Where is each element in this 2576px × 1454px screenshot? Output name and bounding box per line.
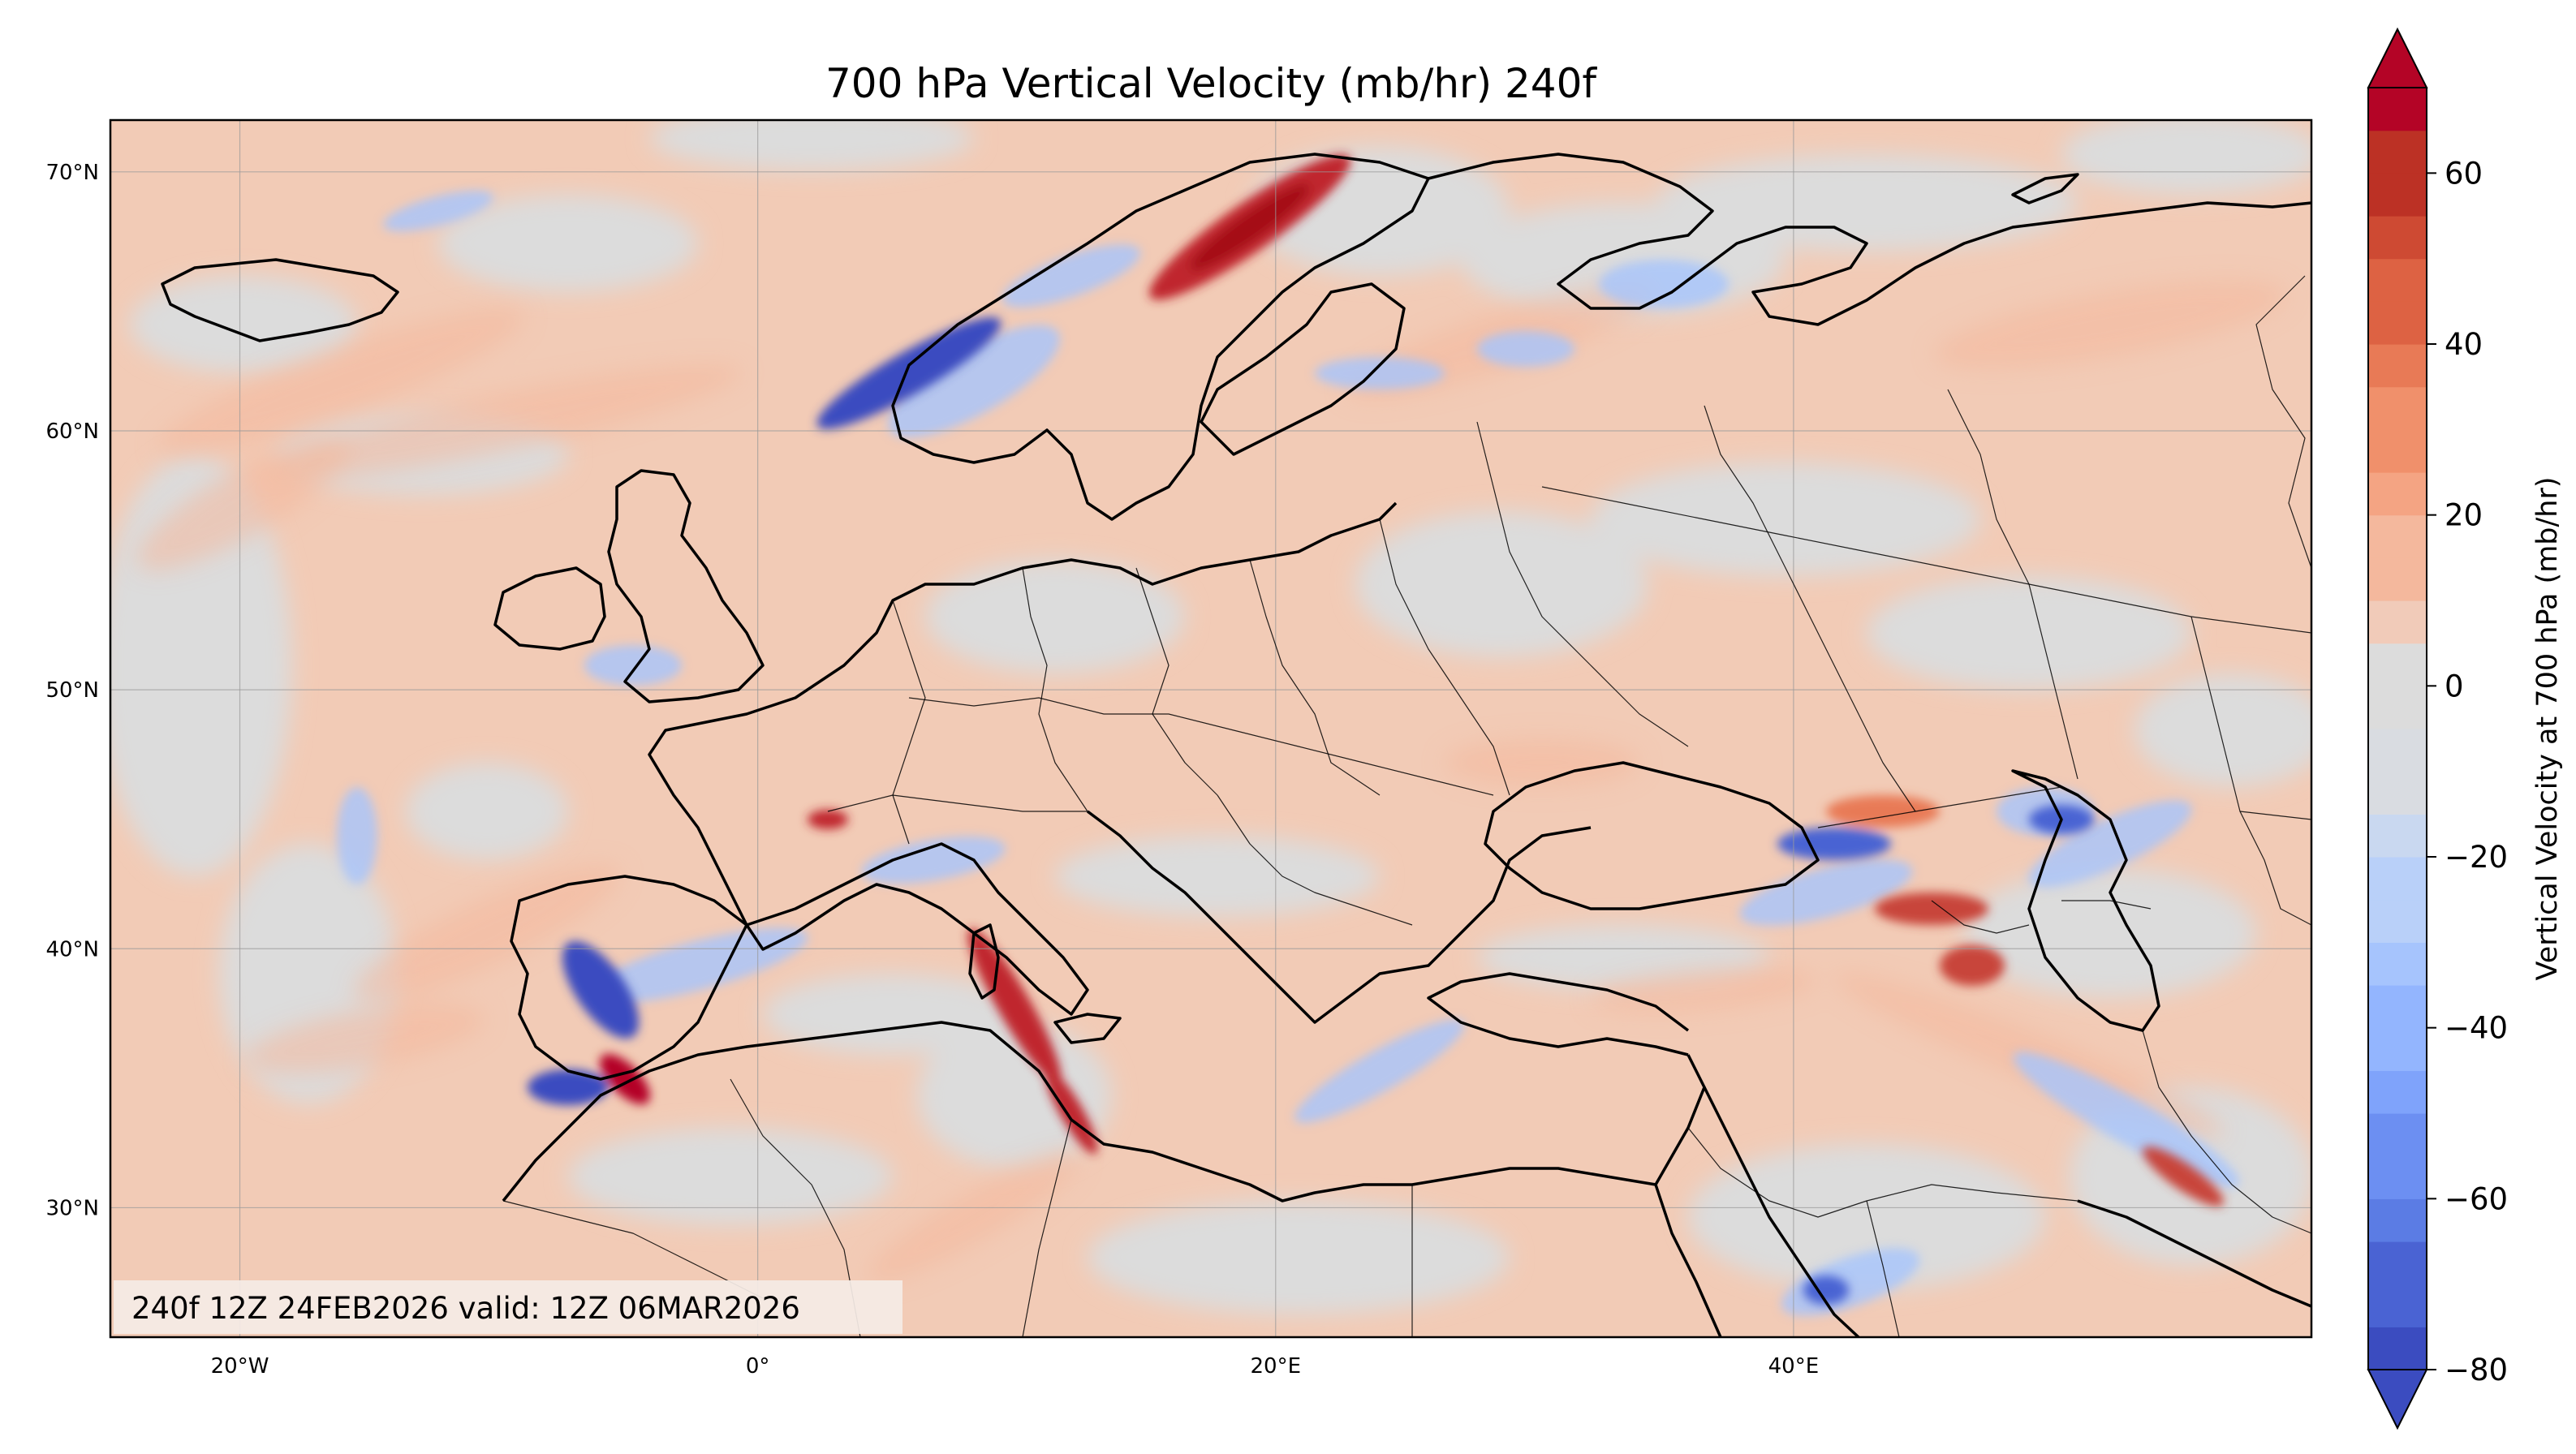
coastline-north-africa bbox=[502, 1021, 1706, 1202]
colorbar-segment bbox=[2368, 514, 2427, 558]
coastline-scandinavia bbox=[891, 153, 1430, 521]
colorbar-segment bbox=[2368, 1070, 2427, 1114]
colorbar-segment bbox=[2368, 1155, 2427, 1199]
colorbar-frame bbox=[2367, 87, 2427, 1370]
colorbar-segment bbox=[2368, 771, 2427, 815]
colorbar-segment bbox=[2368, 1198, 2427, 1242]
colorbar-segment bbox=[2368, 1027, 2427, 1071]
colorbar-segment bbox=[2368, 301, 2427, 345]
colorbar-segment bbox=[2368, 899, 2427, 943]
axis-tick-labels: 20°W 0° 20°E 40°E 30°N 40°N 50°N 60°N 70°N bbox=[45, 161, 1819, 1379]
coastline-kola-white-sea bbox=[1428, 153, 2311, 326]
coastline-sardinia bbox=[968, 923, 1000, 1000]
colorbar-extend-min bbox=[2367, 1369, 2428, 1430]
lon-tick-label: 20°E bbox=[1251, 1354, 1302, 1379]
sinking-field-streaks bbox=[337, 190, 2240, 1316]
coastline-iberia bbox=[510, 875, 748, 1081]
colorbar-segment bbox=[2368, 386, 2427, 430]
colorbar-segment bbox=[2368, 1113, 2427, 1157]
coastline-persian-gulf bbox=[2077, 1199, 2311, 1308]
colorbar-segment bbox=[2368, 1327, 2427, 1370]
map-background bbox=[110, 120, 2311, 1337]
coastline-sicily bbox=[1053, 1013, 1122, 1044]
colorbar-tick-label: −80 bbox=[2445, 1353, 2508, 1387]
colorbar-segment bbox=[2368, 130, 2427, 174]
country-borders bbox=[502, 275, 2311, 1337]
colorbar-segment bbox=[2368, 88, 2427, 131]
lat-tick-label: 70°N bbox=[45, 161, 99, 185]
colorbar-segment bbox=[2368, 985, 2427, 1029]
colorbar-segment bbox=[2368, 686, 2427, 729]
lat-tick-label: 30°N bbox=[45, 1196, 99, 1220]
valid-time-text: 240f 12Z 24FEB2026 valid: 12Z 06MAR2026 bbox=[131, 1291, 800, 1326]
valid-time-box: 240f 12Z 24FEB2026 valid: 12Z 06MAR2026 bbox=[114, 1280, 902, 1334]
colorbar-tick-label: 20 bbox=[2445, 498, 2483, 533]
coastline-iceland bbox=[161, 258, 399, 342]
chart-title: 700 hPa Vertical Velocity (mb/hr) 240f bbox=[825, 60, 1597, 107]
lat-tick-label: 50°N bbox=[45, 678, 99, 703]
lat-tick-label: 40°N bbox=[45, 937, 99, 961]
lat-tick-label: 60°N bbox=[45, 419, 99, 444]
colorbar-tick-label: −20 bbox=[2445, 840, 2508, 875]
colorbar-segment bbox=[2368, 429, 2427, 473]
colorbar-segment bbox=[2368, 472, 2427, 516]
coastline-levant-turkey bbox=[1427, 972, 1690, 1056]
colorbar-segment bbox=[2368, 344, 2427, 388]
coastline-gulf-of-bothnia bbox=[1200, 282, 1406, 456]
colorbar-segment bbox=[2368, 557, 2427, 601]
colorbar-segment bbox=[2368, 942, 2427, 986]
coastline-france-italy bbox=[745, 842, 1089, 1016]
colorbar-segment bbox=[2368, 600, 2427, 644]
map-frame bbox=[109, 118, 2313, 1339]
map-gridlines bbox=[110, 120, 2311, 1337]
colorbar-segment bbox=[2368, 729, 2427, 772]
lon-tick-label: 40°E bbox=[1768, 1354, 1820, 1379]
colorbar-tick-label: 40 bbox=[2445, 327, 2483, 362]
colorbar-tick-label: −40 bbox=[2445, 1011, 2508, 1046]
coastline-black-sea bbox=[1484, 761, 1820, 910]
colorbar-label: Vertical Velocity at 700 hPa (mb/hr) bbox=[2531, 476, 2564, 980]
coastlines bbox=[161, 153, 2311, 1337]
colorbar-segment bbox=[2368, 643, 2427, 686]
colorbar-tick-label: 60 bbox=[2445, 156, 2483, 191]
colorbar-tick-label: −60 bbox=[2445, 1181, 2508, 1216]
coastline-balkans bbox=[1086, 810, 1592, 1024]
coastline-great-britain bbox=[607, 469, 765, 703]
colorbar-segment bbox=[2368, 173, 2427, 217]
colorbar-segment bbox=[2368, 258, 2427, 302]
colorbar-segment bbox=[2368, 1284, 2427, 1327]
colorbar-segment bbox=[2368, 216, 2427, 260]
colorbar-segment bbox=[2368, 1241, 2427, 1285]
neutral-field-patches bbox=[110, 120, 2311, 1314]
colorbar-segment bbox=[2368, 814, 2427, 858]
coastline-ireland bbox=[493, 566, 606, 651]
colorbar: −80 −60 −40 −20 0 20 40 60 bbox=[2367, 27, 2508, 1430]
colorbar-tick-label: 0 bbox=[2445, 669, 2464, 703]
coastline-caspian-sea bbox=[2011, 769, 2160, 1032]
lon-tick-label: 20°W bbox=[211, 1354, 269, 1379]
coastline-red-sea-arabia bbox=[1654, 1086, 1860, 1337]
lon-tick-label: 0° bbox=[746, 1354, 770, 1379]
colorbar-segment bbox=[2368, 857, 2427, 901]
colorbar-extend-max bbox=[2367, 27, 2428, 88]
coastline-novaya-zemlya bbox=[2011, 173, 2079, 204]
map-area bbox=[110, 120, 2311, 1337]
